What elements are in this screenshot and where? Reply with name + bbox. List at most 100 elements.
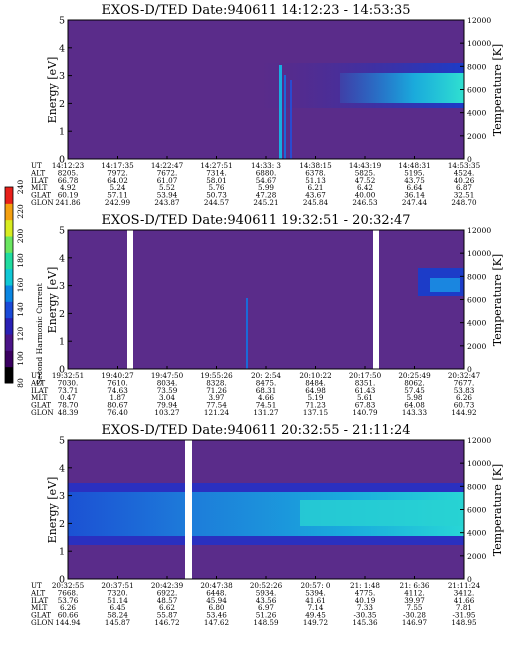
panel-3-orbit-table: UTALTILATMLTGLATGLON20:32:557668.53.766.… — [30, 576, 481, 627]
orbit-table-cell: 7672. — [157, 168, 178, 177]
orbit-row-label: MLT — [31, 603, 48, 612]
orbit-table-cell: 244.57 — [204, 198, 230, 207]
orbit-table-cell: 6922. — [157, 588, 178, 597]
orbit-table-cell: 41.61 — [305, 596, 326, 605]
orbit-table-cell: 14:53:35 — [448, 161, 481, 170]
y2-tick-label: 2000 — [467, 552, 486, 561]
orbit-table-cell: 6.21 — [307, 183, 323, 192]
orbit-table-cell: 148.95 — [451, 618, 477, 627]
orbit-table-cell: 7030. — [58, 378, 79, 387]
y2-tick-label: 6000 — [467, 506, 486, 515]
orbit-table-cell: 5.76 — [208, 183, 224, 192]
orbit-table-cell: 1.87 — [109, 393, 125, 402]
y-tick-label: 0 — [59, 365, 65, 376]
orbit-table-cell: 5.24 — [109, 183, 125, 192]
orbit-table-cell: 40.26 — [454, 176, 475, 185]
orbit-table-cell: 14:43:19 — [349, 161, 382, 170]
orbit-table-cell: 20:32:55 — [52, 581, 85, 590]
panel-2-gap-1 — [127, 230, 133, 369]
orbit-table-cell: 7.14 — [307, 603, 323, 612]
y-tick-label: 4 — [59, 253, 65, 264]
panel-1-spike-3 — [290, 80, 292, 159]
panel-3-y2-ticks: 0 2000 4000 6000 8000 10000 12000 — [460, 436, 491, 584]
y2-tick-label: 12000 — [467, 436, 491, 445]
colorbar-swatch — [5, 203, 13, 221]
panel-1-y2-ticks: 0 2000 4000 6000 8000 10000 12000 — [460, 16, 491, 164]
y2-tick-label: 6000 — [467, 296, 486, 305]
orbit-table-cell: 74.51 — [256, 401, 277, 410]
y-tick-label: 0 — [59, 155, 65, 166]
orbit-table-cell: 6.80 — [208, 603, 224, 612]
orbit-table-cell: 3412. — [454, 588, 475, 597]
orbit-table-cell: 4.92 — [60, 183, 76, 192]
colorbar-swatch — [5, 236, 13, 253]
orbit-table-cell: 14:27:51 — [200, 161, 232, 170]
y-tick-label: 3 — [59, 71, 65, 82]
orbit-table-cell: 74.63 — [107, 386, 128, 395]
y2-tick-label: 0 — [467, 575, 472, 584]
orbit-table-cell: 57.11 — [107, 191, 128, 200]
orbit-table-cell: 243.87 — [154, 198, 180, 207]
orbit-table-cell: 7668. — [58, 588, 79, 597]
y2-tick-label: 0 — [467, 365, 472, 374]
panel-1-title: EXOS-D/TED Date:940611 14:12:23 - 14:53:… — [101, 3, 410, 18]
orbit-table-cell: 8328. — [206, 378, 227, 387]
y-tick-label: 3 — [59, 491, 65, 502]
orbit-table-cell: 7972. — [107, 168, 128, 177]
orbit-table-cell: 149.72 — [303, 618, 328, 627]
orbit-table-cell: 5934. — [256, 588, 277, 597]
colorbar-swatch — [5, 350, 13, 368]
y-tick-label: 4 — [59, 463, 65, 474]
colorbar-tick-label: 140 — [16, 302, 25, 317]
colorbar-tick-label: 120 — [16, 327, 25, 342]
orbit-table-cell: 68.31 — [256, 386, 277, 395]
colorbar-swatch — [5, 317, 13, 335]
y2-tick-label: 8000 — [467, 482, 486, 491]
orbit-table-cell: 49.45 — [305, 611, 326, 620]
y2-tick-label: 0 — [467, 155, 472, 164]
y-tick-label: 5 — [59, 16, 65, 27]
orbit-row-label: ALT — [30, 168, 45, 177]
panel-2-title: EXOS-D/TED Date:940611 19:32:51 - 20:32:… — [101, 213, 410, 228]
panel-3-y2label: Temperature [K] — [491, 464, 504, 556]
orbit-row-label: ALT — [30, 588, 45, 597]
colorbar-swatch — [5, 268, 13, 286]
panel-2-ylabel: Energy [eV] — [46, 267, 59, 334]
y-tick-label: 2 — [59, 309, 65, 320]
orbit-table-cell: 4.66 — [258, 393, 274, 402]
orbit-table-cell: 43.56 — [256, 596, 277, 605]
orbit-table-cell: 47.52 — [355, 176, 376, 185]
panel-3-title: EXOS-D/TED Date:940611 20:32:55 - 21:11:… — [101, 423, 410, 438]
orbit-table-cell: 144.92 — [451, 408, 476, 417]
panel-3-ylabel: Energy [eV] — [46, 477, 59, 544]
orbit-table-cell: 53.76 — [58, 596, 79, 605]
orbit-row-label: GLON — [31, 198, 54, 207]
orbit-table-cell: 64.02 — [107, 176, 128, 185]
orbit-table-cell: 73.59 — [157, 386, 178, 395]
orbit-table-cell: 19:32:51 — [52, 371, 84, 380]
orbit-table-cell: 19:55:26 — [200, 371, 233, 380]
orbit-table-cell: 8062. — [404, 378, 425, 387]
y2-tick-label: 12000 — [467, 16, 491, 25]
orbit-table-cell: 77.54 — [206, 401, 227, 410]
orbit-table-cell: 20:37:51 — [101, 581, 133, 590]
orbit-table-cell: 21: 1:48 — [350, 581, 380, 590]
orbit-table-cell: 7.55 — [406, 603, 422, 612]
orbit-table-cell: 131.27 — [253, 408, 279, 417]
orbit-table-cell: 20:52:26 — [250, 581, 283, 590]
colorbar-tick-label: 180 — [16, 253, 25, 268]
orbit-table-cell: 5825. — [355, 168, 376, 177]
orbit-table-cell: 20:17:50 — [349, 371, 382, 380]
orbit-table-cell: 64.08 — [404, 401, 425, 410]
orbit-table-cell: 20:47:38 — [200, 581, 233, 590]
orbit-table-cell: 50.73 — [206, 191, 227, 200]
orbit-table-cell: 6.26 — [456, 393, 472, 402]
orbit-table-cell: 14:12:23 — [52, 161, 85, 170]
orbit-table-cell: 20:32:47 — [448, 371, 481, 380]
y-tick-label: 4 — [59, 43, 65, 54]
orbit-table-cell: 6448. — [206, 588, 227, 597]
orbit-table-cell: 6.26 — [60, 603, 76, 612]
orbit-table-cell: 6.62 — [159, 603, 175, 612]
orbit-table-cell: 7314. — [206, 168, 227, 177]
y-tick-label: 1 — [59, 547, 65, 558]
